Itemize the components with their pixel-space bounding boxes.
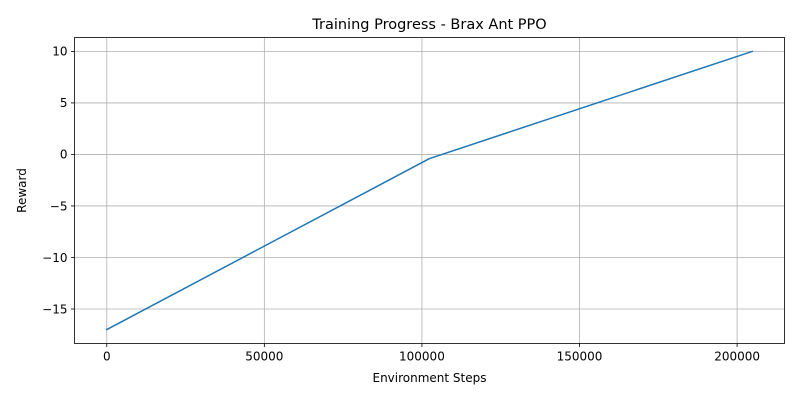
x-tick-label: 50000 [245,350,283,364]
y-tick-label: −15 [42,302,67,316]
y-tick-label: −5 [50,199,68,213]
ticks: 0 50000 100000 150000 200000 −15 −10 −5 0 5 10 [42,45,760,364]
grid [74,37,785,344]
x-tick-label: 150000 [557,350,603,364]
y-tick-label: 10 [52,45,67,59]
plot-frame [74,37,785,344]
y-tick-label: 5 [60,96,68,110]
y-tick-label: 0 [60,148,68,162]
y-axis-title: Reward [15,168,29,213]
series-lines [105,50,754,331]
x-tick-label: 0 [103,350,111,364]
x-tick-label: 200000 [714,350,760,364]
x-tick-label: 100000 [399,350,445,364]
x-axis-title: Environment Steps [372,371,486,385]
reward-line [105,50,754,331]
y-tick-label: −10 [42,251,67,265]
chart-title: Training Progress - Brax Ant PPO [311,17,546,33]
